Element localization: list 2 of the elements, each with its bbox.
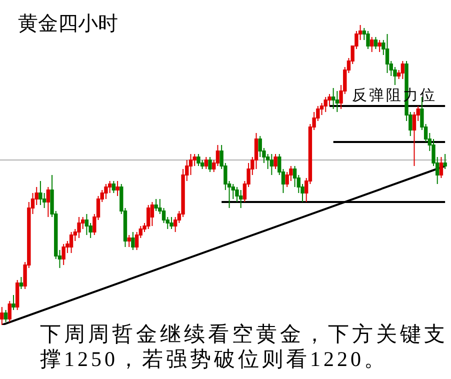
chart-title: 黄金四小时: [18, 12, 118, 37]
annotation: 下周周哲金继续看空黄金，下方关键支撑1250，若强势破位则看1220。: [40, 322, 449, 372]
